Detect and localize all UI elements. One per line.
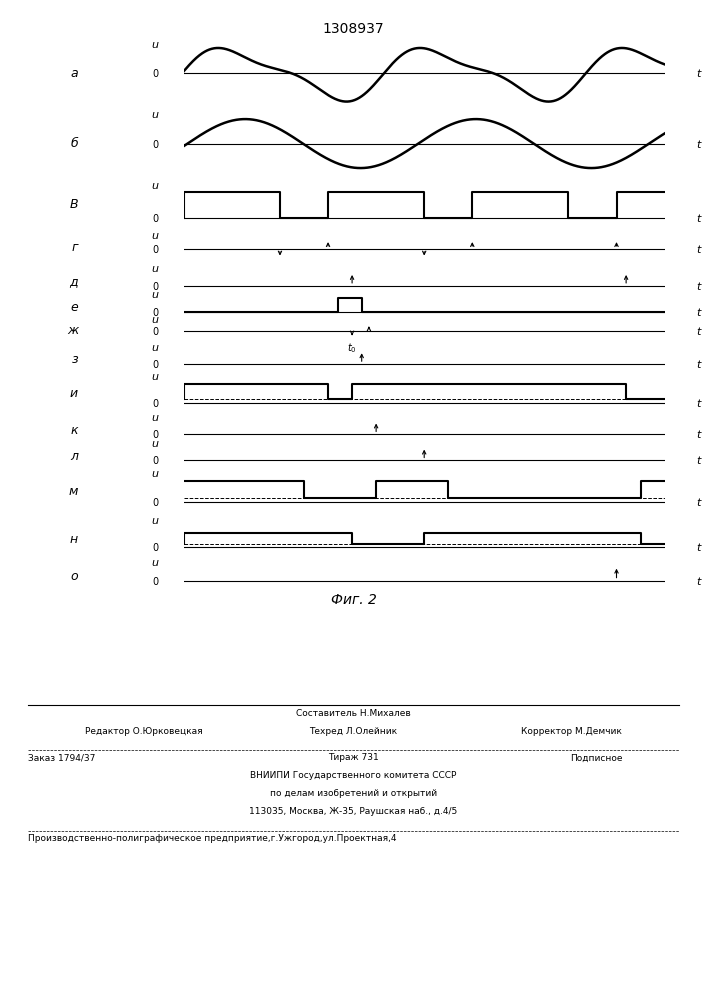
Text: $u$: $u$ bbox=[151, 315, 160, 325]
Text: $u$: $u$ bbox=[151, 469, 160, 479]
Text: 113035, Москва, Ж-35, Раушская наб., д.4/5: 113035, Москва, Ж-35, Раушская наб., д.4… bbox=[250, 807, 457, 816]
Text: $t$: $t$ bbox=[696, 212, 703, 224]
Text: $t$: $t$ bbox=[696, 280, 703, 292]
Text: Тираж 731: Тираж 731 bbox=[328, 753, 379, 762]
Text: $t$: $t$ bbox=[696, 358, 703, 370]
Text: Техред Л.Олейник: Техред Л.Олейник bbox=[310, 727, 397, 736]
Text: $u$: $u$ bbox=[151, 231, 160, 241]
Text: $u$: $u$ bbox=[151, 290, 160, 300]
Text: $t_0$: $t_0$ bbox=[347, 341, 357, 355]
Text: е: е bbox=[70, 301, 78, 314]
Text: Фиг. 2: Фиг. 2 bbox=[331, 593, 376, 607]
Text: Составитель Н.Михалев: Составитель Н.Михалев bbox=[296, 709, 411, 718]
Text: о: о bbox=[71, 570, 78, 583]
Text: д: д bbox=[69, 275, 78, 288]
Text: $t$: $t$ bbox=[696, 397, 703, 409]
Text: $u$: $u$ bbox=[151, 181, 160, 191]
Text: $t$: $t$ bbox=[696, 325, 703, 337]
Text: $0$: $0$ bbox=[152, 138, 160, 150]
Text: $t$: $t$ bbox=[696, 67, 703, 79]
Text: а: а bbox=[71, 67, 78, 80]
Text: $t$: $t$ bbox=[696, 575, 703, 587]
Text: $0$: $0$ bbox=[152, 496, 160, 508]
Text: $0$: $0$ bbox=[152, 306, 160, 318]
Text: $u$: $u$ bbox=[151, 413, 160, 423]
Text: $0$: $0$ bbox=[152, 67, 160, 79]
Text: Подписное: Подписное bbox=[570, 753, 622, 762]
Text: Заказ 1794/37: Заказ 1794/37 bbox=[28, 753, 95, 762]
Text: Корректор М.Демчик: Корректор М.Демчик bbox=[521, 727, 622, 736]
Text: $u$: $u$ bbox=[151, 40, 160, 50]
Text: ВНИИПИ Государственного комитета СССР: ВНИИПИ Государственного комитета СССР bbox=[250, 771, 457, 780]
Text: л: л bbox=[70, 450, 78, 463]
Text: ж: ж bbox=[66, 324, 78, 337]
Text: $0$: $0$ bbox=[152, 325, 160, 337]
Text: Производственно-полиграфическое предприятие,г.Ужгород,ул.Проектная,4: Производственно-полиграфическое предприя… bbox=[28, 834, 397, 843]
Text: н: н bbox=[70, 533, 78, 546]
Text: $0$: $0$ bbox=[152, 212, 160, 224]
Text: $u$: $u$ bbox=[151, 558, 160, 568]
Text: г: г bbox=[71, 241, 78, 254]
Text: $u$: $u$ bbox=[151, 439, 160, 449]
Text: Редактор О.Юрковецкая: Редактор О.Юрковецкая bbox=[85, 727, 202, 736]
Text: $0$: $0$ bbox=[152, 575, 160, 587]
Text: $t$: $t$ bbox=[696, 541, 703, 553]
Text: $t$: $t$ bbox=[696, 454, 703, 466]
Text: $0$: $0$ bbox=[152, 397, 160, 409]
Text: з: з bbox=[71, 353, 78, 366]
Text: $0$: $0$ bbox=[152, 428, 160, 440]
Text: $u$: $u$ bbox=[151, 110, 160, 120]
Text: $0$: $0$ bbox=[152, 280, 160, 292]
Text: $0$: $0$ bbox=[152, 454, 160, 466]
Text: б: б bbox=[70, 137, 78, 150]
Text: $t$: $t$ bbox=[696, 496, 703, 508]
Text: к: к bbox=[71, 424, 78, 437]
Text: $u$: $u$ bbox=[151, 343, 160, 353]
Text: $0$: $0$ bbox=[152, 358, 160, 370]
Text: $t$: $t$ bbox=[696, 138, 703, 150]
Text: $t$: $t$ bbox=[696, 428, 703, 440]
Text: $0$: $0$ bbox=[152, 541, 160, 553]
Text: $0$: $0$ bbox=[152, 243, 160, 255]
Text: $u$: $u$ bbox=[151, 264, 160, 274]
Text: $u$: $u$ bbox=[151, 516, 160, 526]
Text: $t$: $t$ bbox=[696, 306, 703, 318]
Text: $u$: $u$ bbox=[151, 372, 160, 382]
Text: и: и bbox=[70, 387, 78, 400]
Text: 1308937: 1308937 bbox=[322, 22, 385, 36]
Text: В: В bbox=[69, 198, 78, 211]
Text: м: м bbox=[69, 485, 78, 498]
Text: по делам изобретений и открытий: по делам изобретений и открытий bbox=[270, 789, 437, 798]
Text: $t$: $t$ bbox=[696, 243, 703, 255]
